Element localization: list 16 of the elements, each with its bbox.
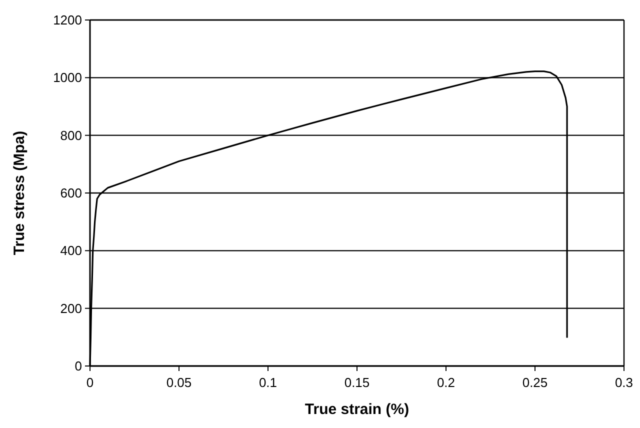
x-tick-label: 0.25 (522, 375, 548, 390)
x-axis-title: True strain (%) (304, 401, 410, 418)
x-tick-label: 0.15 (344, 375, 370, 390)
x-tick-label: 0.1 (258, 375, 278, 390)
x-tick-label: 0 (86, 375, 94, 390)
y-tick-label: 400 (60, 243, 82, 258)
x-tick-label: 0.05 (166, 375, 192, 390)
y-tick-label: 1200 (53, 12, 82, 28)
y-tick-label: 600 (60, 186, 82, 200)
y-tick-label: 200 (60, 300, 82, 316)
y-tick-label: 800 (60, 128, 82, 143)
x-tick-label: 0.3 (614, 375, 634, 390)
y-axis-title: True stress (Mpa) (11, 130, 28, 256)
y-tick-label: 0 (74, 358, 82, 374)
x-tick-label: 0.2 (436, 375, 456, 390)
y-tick-label: 1000 (53, 70, 82, 86)
